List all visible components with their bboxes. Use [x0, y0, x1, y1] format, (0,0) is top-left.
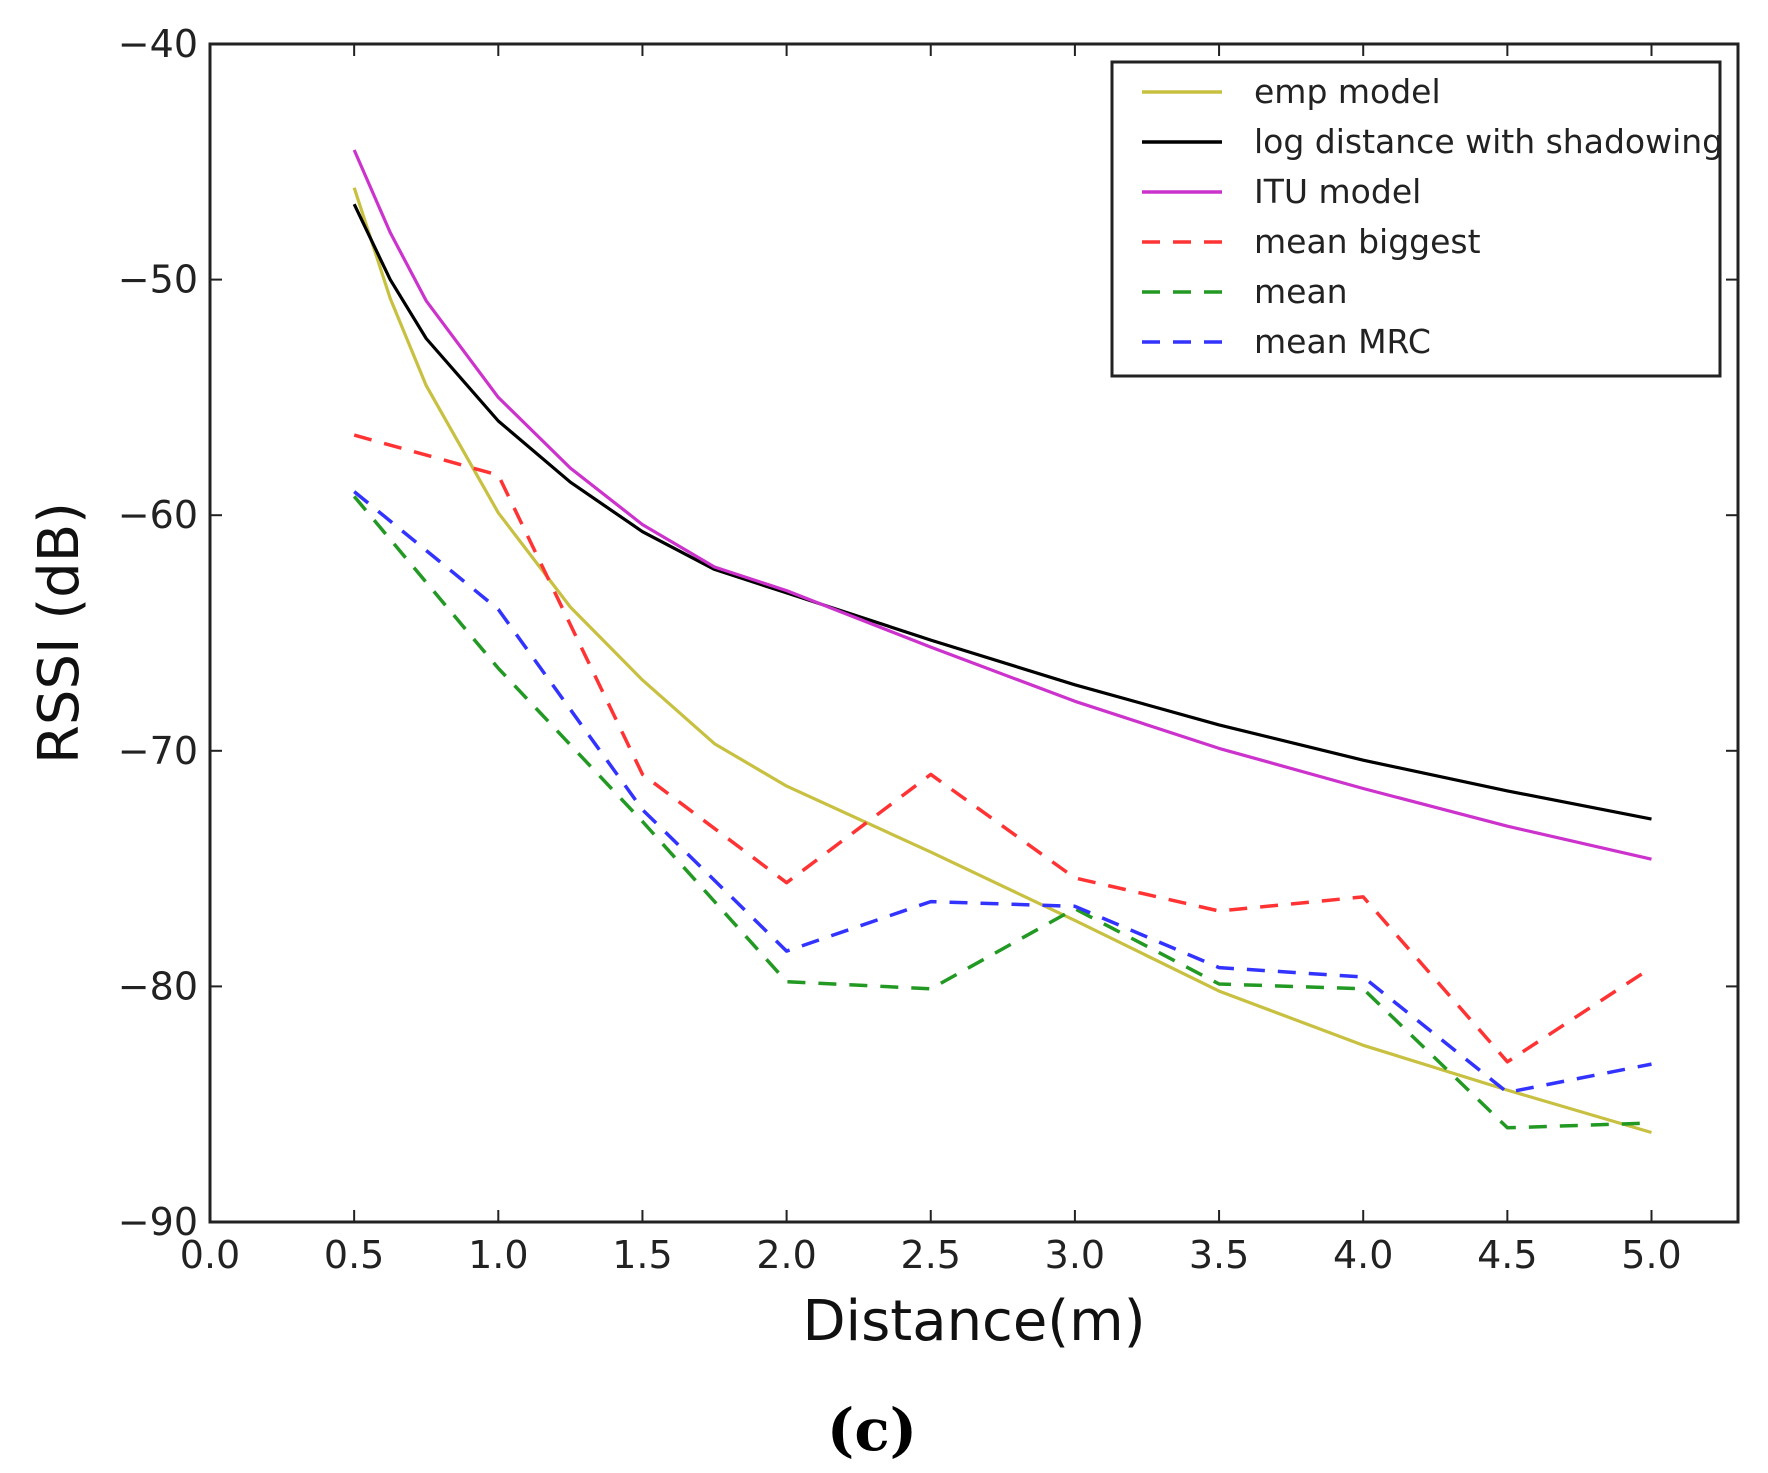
- y-axis-title: RSSI (dB): [27, 502, 92, 764]
- x-axis-title: Distance(m): [802, 1289, 1145, 1354]
- legend-label: mean MRC: [1254, 322, 1431, 361]
- series-line-log-distance-with-shadowing: [352, 203, 1652, 821]
- x-tick-label: 1.0: [468, 1233, 528, 1277]
- series-line-mean-biggest: [353, 433, 1653, 1064]
- y-tick-label: −50: [118, 258, 198, 302]
- x-axis-ticks: 0.0 0.5 1.0 1.5 2.0 2.5 3.0 3.5 4.0 4.5 5.0: [180, 44, 1682, 1277]
- x-tick-label: 4.5: [1477, 1233, 1537, 1277]
- x-tick-label: 2.0: [756, 1233, 816, 1277]
- y-axis-ticks: −40 −50 −60 −70 −80 −90: [118, 22, 1738, 1244]
- series-line-emp-model: [352, 187, 1652, 1135]
- legend-label: mean: [1254, 272, 1348, 311]
- x-tick-label: 5.0: [1621, 1233, 1681, 1277]
- series-line-mean: [352, 495, 1652, 1130]
- figure-caption: (c): [827, 1396, 917, 1464]
- y-tick-label: −80: [118, 964, 198, 1008]
- series-layer: [352, 149, 1653, 1135]
- x-tick-label: 0.5: [324, 1233, 384, 1277]
- series-line-itu-model: [352, 149, 1652, 861]
- x-tick-label: 3.0: [1045, 1233, 1105, 1277]
- legend-box: [1110, 60, 1722, 378]
- legend-label: emp model: [1254, 72, 1441, 111]
- x-tick-label: 0.0: [180, 1233, 240, 1277]
- legend-label: ITU model: [1254, 172, 1421, 211]
- y-tick-label: −70: [118, 729, 198, 773]
- x-tick-label: 2.5: [901, 1233, 961, 1277]
- x-tick-label: 1.5: [612, 1233, 672, 1277]
- y-tick-label: −40: [118, 22, 198, 66]
- legend-label: log distance with shadowing: [1254, 122, 1723, 161]
- x-tick-label: 4.0: [1333, 1233, 1393, 1277]
- x-tick-label: 3.5: [1189, 1233, 1249, 1277]
- y-tick-label: −60: [118, 493, 198, 537]
- y-tick-label: −90: [118, 1200, 198, 1244]
- legend-label: mean biggest: [1254, 222, 1481, 261]
- legend: emp model log distance with shadowing ITU …: [1110, 60, 1723, 378]
